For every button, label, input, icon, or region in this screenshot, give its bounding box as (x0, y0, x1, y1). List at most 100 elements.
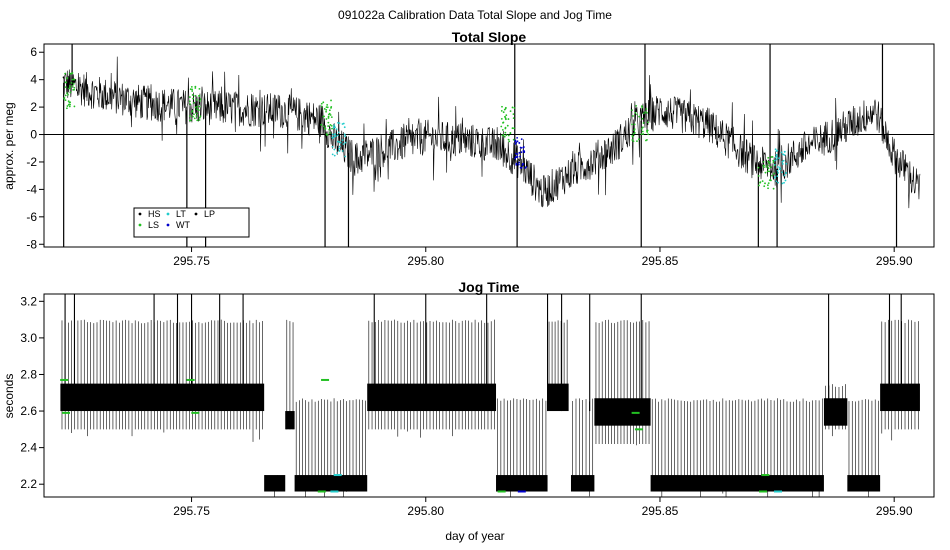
calibration-point-ls (64, 99, 67, 101)
calibration-point-ls (326, 133, 328, 136)
jog-time-y-tick-label: 3.2 (20, 294, 37, 308)
jog-time-title: Jog Time (458, 279, 519, 295)
calibration-point-ls (199, 100, 201, 102)
calibration-point-ls (66, 77, 68, 80)
calibration-point-ls (766, 184, 769, 187)
calibration-point-ls (331, 127, 333, 130)
calibration-point-ls (69, 91, 72, 94)
calibration-point-lt (338, 150, 341, 152)
calibration-point-ls (67, 93, 69, 96)
jog-time-series-line (572, 398, 594, 497)
calibration-point-lt (344, 155, 347, 158)
calibration-point-ls (631, 139, 634, 141)
calibration-point-wt (514, 157, 516, 160)
calibration-point-lt (776, 169, 779, 172)
calibration-point-ls (767, 156, 770, 159)
calibration-point-ls (633, 131, 636, 134)
calibration-point-lt (779, 168, 782, 170)
calibration-point-ls (511, 106, 514, 109)
calibration-point-ls (762, 160, 765, 163)
calibration-point-ls (67, 103, 70, 106)
calibration-point-ls (68, 87, 71, 90)
calibration-point-wt (516, 140, 519, 143)
x-axis-label: day of year (445, 529, 504, 543)
jog-time-plot (60, 294, 920, 497)
calibration-point-lt (782, 159, 785, 162)
calibration-point-ls (647, 133, 650, 136)
calibration-point-ls (631, 134, 634, 137)
calibration-point-ls (635, 104, 638, 107)
calibration-point-lt (332, 127, 335, 129)
calibration-point-wt (520, 146, 523, 149)
total-slope-y-axis-label: approx. per meg (2, 102, 16, 189)
calibration-point-wt (518, 142, 521, 144)
total-slope-y-tick-label: -8 (26, 237, 37, 251)
calibration-point-lt (331, 133, 334, 136)
calibration-point-ls (642, 133, 645, 135)
calibration-point-ls (198, 105, 201, 108)
jog-time-x-tick-label: 295.85 (642, 504, 679, 518)
calibration-point-lt (338, 122, 341, 125)
calibration-point-ls (196, 105, 199, 108)
calibration-point-ls (505, 134, 508, 137)
calibration-point-ls (636, 140, 638, 143)
calibration-point-ls (646, 131, 649, 133)
calibration-point-ls (636, 113, 638, 116)
total-slope-title: Total Slope (452, 29, 527, 45)
calibration-point-lt (341, 150, 344, 152)
calibration-point-ls (646, 111, 648, 114)
calibration-point-ls (189, 103, 192, 106)
calibration-point-ls (504, 131, 507, 134)
calibration-point-ls (770, 156, 773, 158)
calibration-point-ls (633, 123, 636, 126)
total-slope-frame (43, 43, 935, 248)
calibration-point-ls (504, 126, 507, 129)
total-slope-y-tick-label: 6 (30, 45, 37, 59)
calibration-point-ls (505, 114, 508, 117)
jog-time-y-tick-label: 2.2 (20, 477, 37, 491)
calibration-point-ls (504, 117, 507, 120)
calibration-point-lt (785, 162, 788, 165)
calibration-point-ls (71, 78, 74, 81)
calibration-point-wt (520, 138, 523, 141)
calibration-point-lt (333, 124, 336, 127)
calibration-point-ls (69, 103, 71, 106)
calibration-point-ls (772, 161, 775, 164)
calibration-point-lt (331, 136, 334, 139)
total-slope-y-tick-label: 0 (30, 128, 37, 142)
calibration-point-lt (337, 131, 340, 134)
calibration-point-ls (763, 185, 766, 188)
calibration-point-ls (328, 128, 331, 131)
calibration-point-ls (66, 92, 69, 95)
calibration-point-lt (338, 141, 341, 144)
calibration-point-ls (632, 140, 635, 143)
jog-time-frame (43, 293, 935, 498)
legend-marker-ls (138, 223, 142, 227)
jog-time-series-line (286, 319, 294, 430)
calibration-point-ls (197, 94, 200, 97)
calibration-point-ls (64, 86, 67, 89)
calibration-point-lt (335, 128, 338, 131)
calibration-point-ls (507, 138, 510, 141)
total-slope-panel: Total Slope approx. per meg 295.75 295.80… (2, 29, 935, 268)
calibration-point-ls (646, 129, 649, 132)
calibration-point-wt (516, 136, 519, 139)
legend-label-hs: HS (148, 209, 161, 219)
calibration-point-lt (781, 182, 784, 185)
calibration-point-lt (773, 163, 776, 166)
calibration-point-lt (775, 158, 778, 161)
jog-time-y-axis-label: seconds (2, 374, 16, 419)
calibration-point-ls (772, 187, 775, 190)
calibration-point-ls (504, 115, 506, 118)
calibration-point-lt (774, 148, 777, 151)
calibration-point-ls (192, 97, 195, 100)
calibration-point-ls (501, 105, 503, 108)
calibration-point-ls (330, 124, 333, 127)
calibration-point-lt (781, 160, 784, 163)
calibration-point-ls (638, 115, 640, 118)
legend-marker-hs (138, 212, 142, 216)
calibration-point-lt (776, 166, 779, 168)
calibration-point-ls (199, 115, 202, 118)
jog-time-band (60, 383, 265, 412)
